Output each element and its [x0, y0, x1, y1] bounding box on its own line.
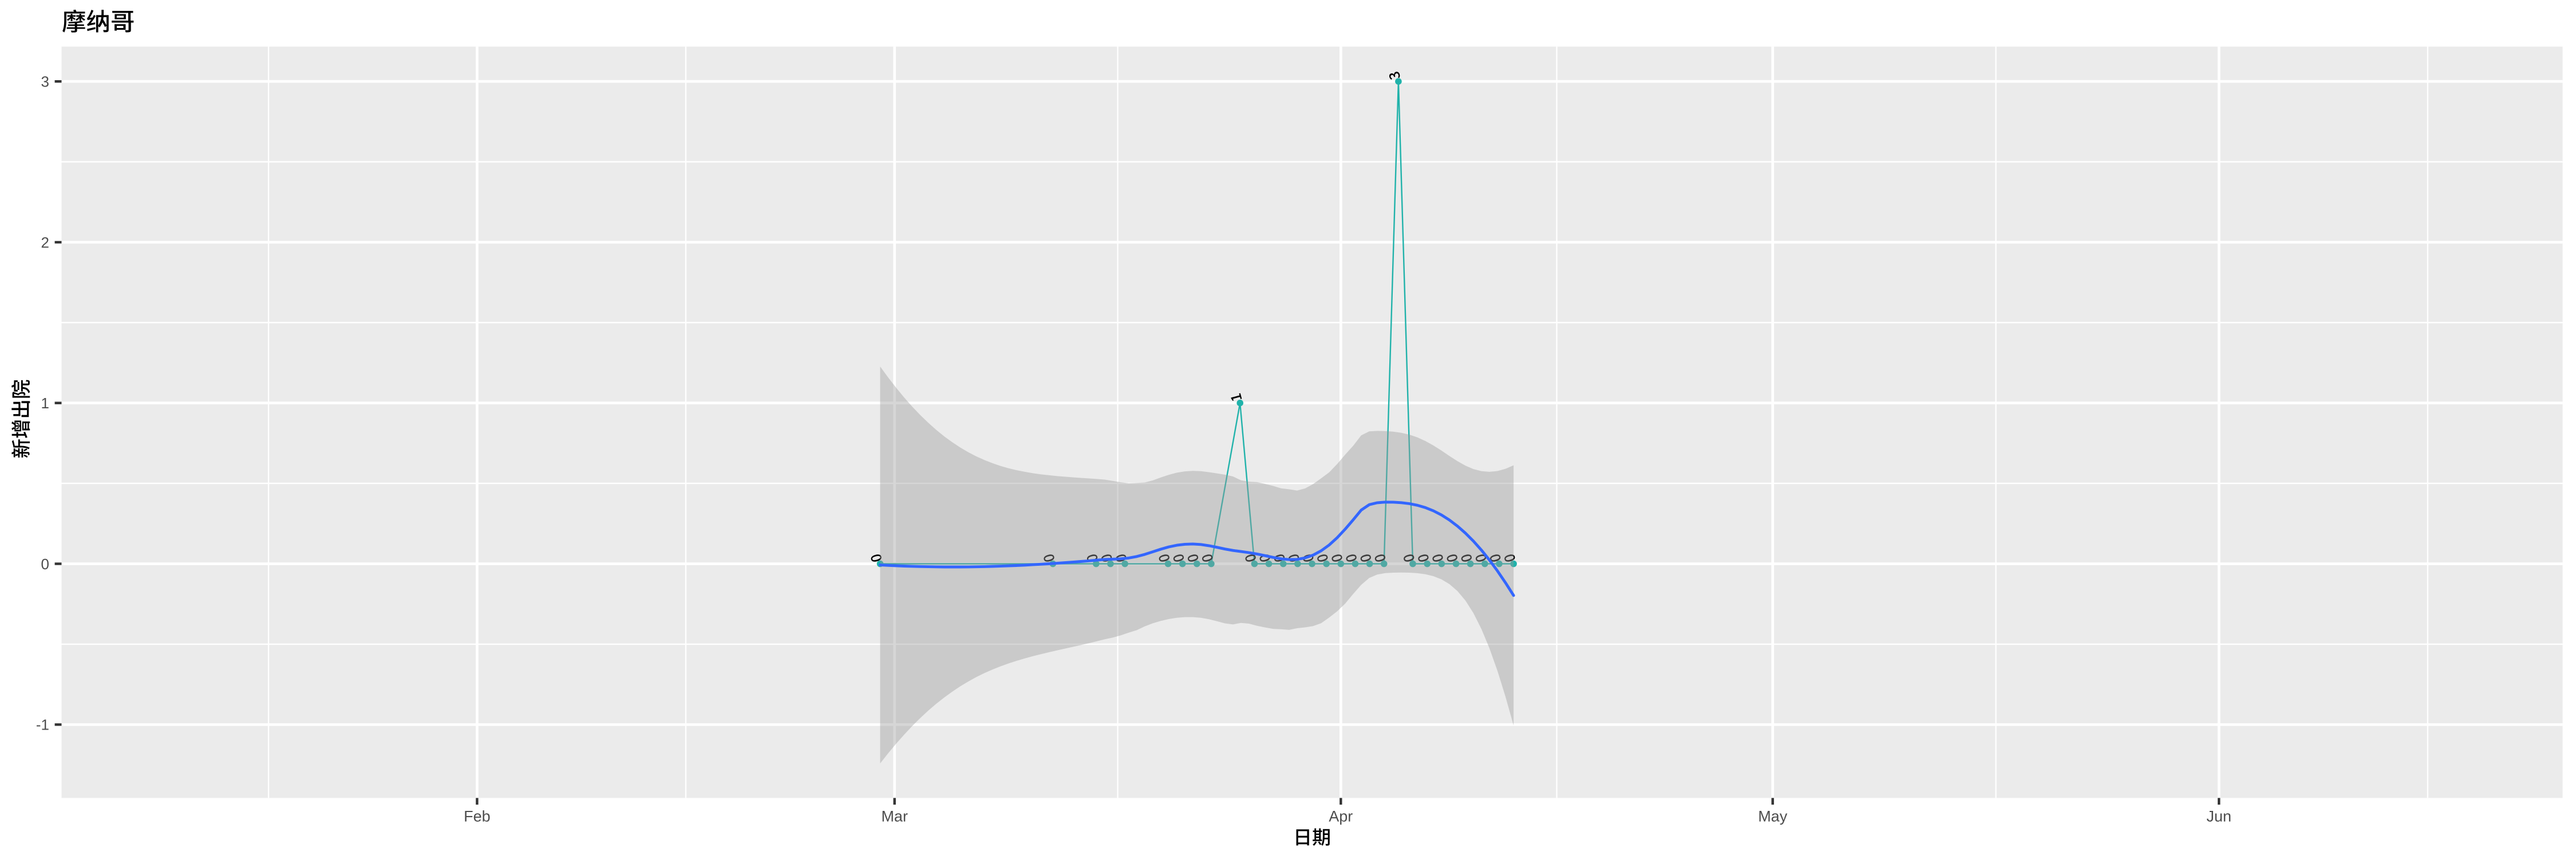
svg-text:-1: -1 — [36, 716, 49, 734]
svg-text:Jun: Jun — [2207, 808, 2232, 825]
svg-text:May: May — [1758, 808, 1788, 825]
svg-text:3: 3 — [41, 73, 49, 90]
svg-text:0: 0 — [41, 555, 49, 573]
svg-text:1: 1 — [41, 395, 49, 412]
svg-text:2: 2 — [41, 234, 49, 251]
svg-text:Mar: Mar — [881, 808, 908, 825]
svg-text:Apr: Apr — [1329, 808, 1353, 825]
svg-text:Feb: Feb — [464, 808, 491, 825]
